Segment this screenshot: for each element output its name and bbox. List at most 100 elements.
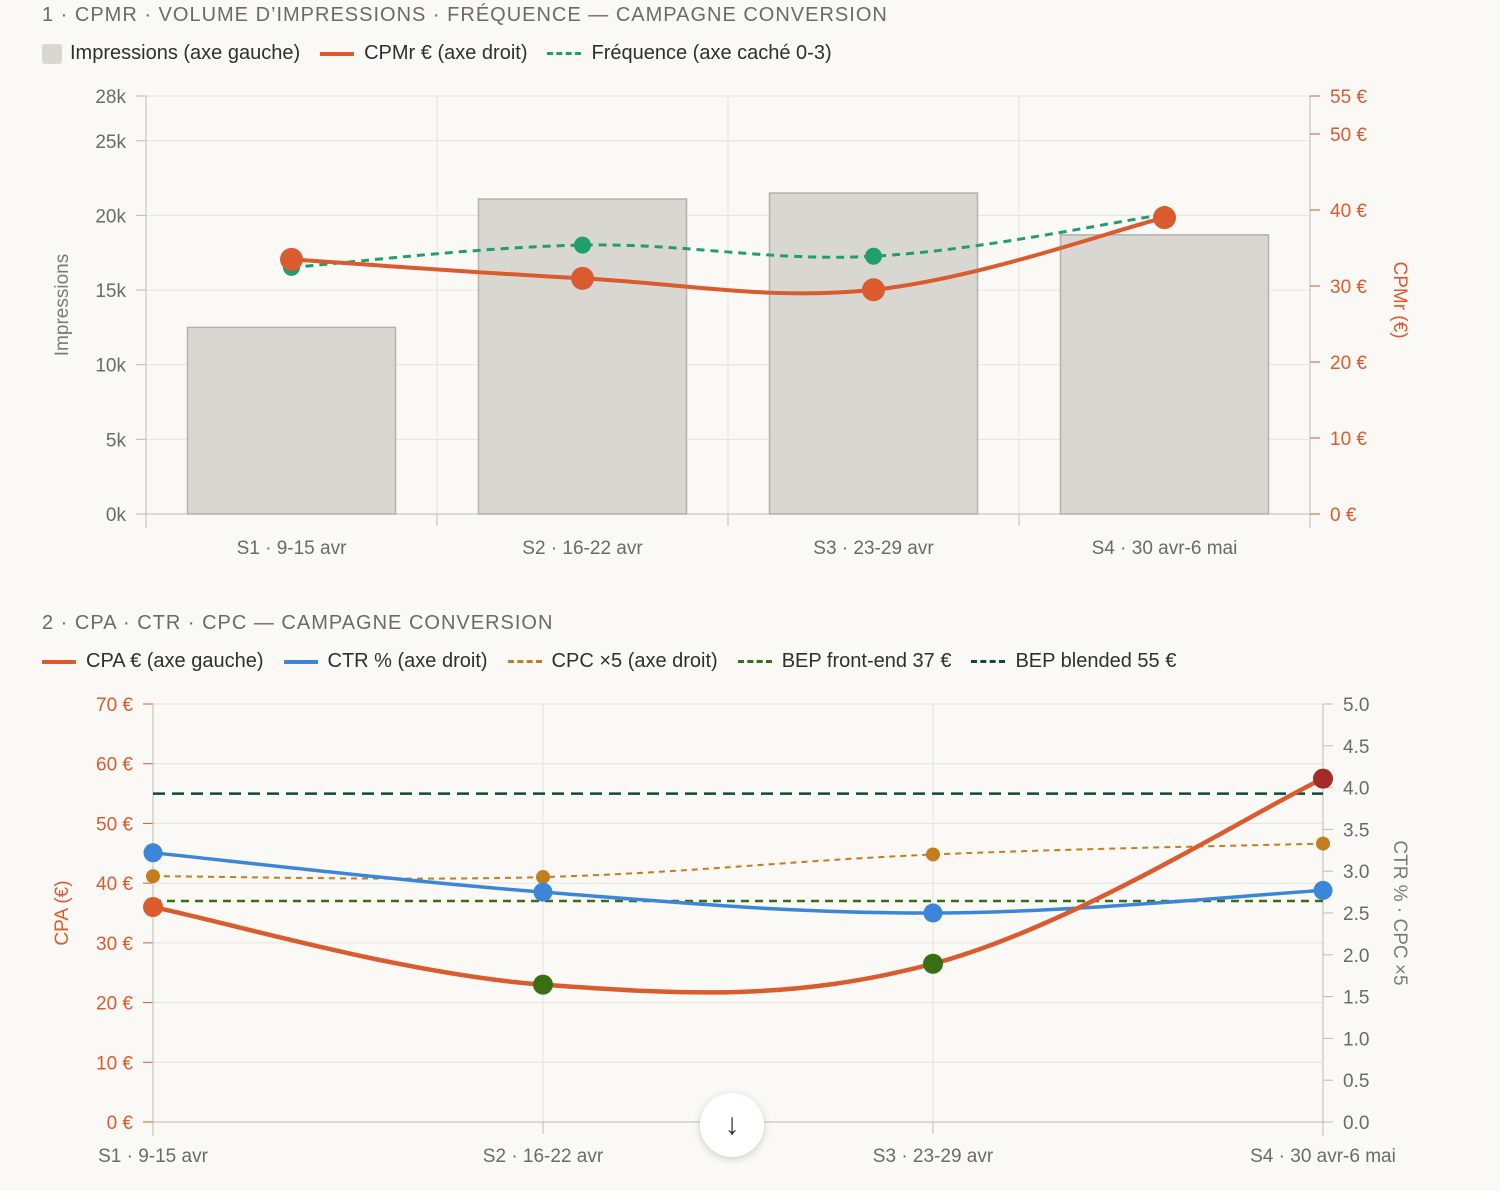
cpa-point	[923, 953, 943, 974]
ctr-line	[152, 851, 1324, 915]
x-tick-label: S4 · 30 avr-6 mai	[1250, 1146, 1396, 1167]
legend-item: CPA € (axe gauche)	[42, 650, 264, 673]
legend-label: CPMr € (axe droit)	[364, 42, 528, 64]
y-tick-label: 5k	[106, 430, 127, 451]
y-tick-label: 10k	[95, 356, 126, 377]
legend-label: CTR % (axe droit)	[327, 650, 488, 672]
ctr-point	[923, 903, 943, 923]
x-tick-label: S2 · 16-22 avr	[522, 538, 643, 559]
ctr-point	[1313, 880, 1333, 900]
arrow-down-icon: ↓	[724, 1108, 740, 1141]
y-tick-label: 28k	[95, 87, 126, 108]
legend-swatch-line	[971, 660, 1006, 663]
x-tick-label: S3 · 23-29 avr	[813, 538, 934, 559]
x-tick-label: S2 · 16-22 avr	[483, 1146, 604, 1167]
x-tick-label: S3 · 23-29 avr	[873, 1146, 994, 1167]
y2-tick-label: 10 €	[1330, 429, 1367, 450]
y2-tick-label: 0.0	[1343, 1113, 1369, 1134]
frequency-line	[291, 212, 1165, 269]
legend-item: BEP blended 55 €	[971, 650, 1176, 673]
legend-item: Fréquence (axe caché 0-3)	[547, 42, 832, 65]
impressions-bar	[1059, 234, 1270, 515]
cpmr-point	[280, 247, 303, 271]
legend-label: Impressions (axe gauche)	[70, 42, 301, 64]
ctr-point	[533, 882, 553, 902]
frequency-point	[574, 236, 591, 254]
y-tick-label: 40 €	[96, 874, 133, 895]
cpmr-point	[1153, 206, 1176, 230]
y2-tick-label: 2.5	[1343, 904, 1369, 925]
ctr-point	[143, 843, 163, 863]
legend-swatch-line	[737, 660, 772, 663]
y2-tick-label: 40 €	[1330, 201, 1367, 222]
cpc-point	[146, 869, 160, 884]
y-tick-label: 20k	[95, 206, 126, 227]
x-tick-label: S1 · 9-15 avr	[237, 538, 347, 559]
frequency-point	[865, 247, 882, 265]
cpc-point	[926, 847, 940, 862]
y-tick-label: 30 €	[96, 934, 133, 955]
scroll-down-button[interactable]: ↓	[700, 1093, 764, 1157]
chart1-legend: Impressions (axe gauche) CPMr € (axe droi…	[42, 42, 852, 65]
legend-label: CPA € (axe gauche)	[86, 650, 264, 672]
legend-swatch-line	[320, 51, 355, 56]
legend-item: CPC ×5 (axe droit)	[507, 650, 718, 673]
y-tick-label: 25k	[95, 132, 126, 153]
legend-label: CPC ×5 (axe droit)	[551, 650, 718, 672]
cpc-point	[536, 870, 550, 885]
impressions-bar	[186, 326, 397, 515]
legend-swatch-line	[283, 659, 318, 664]
chart2-legend: CPA € (axe gauche) CTR % (axe droit) CPC ×…	[42, 650, 1196, 673]
y-tick-label: 0 €	[107, 1113, 134, 1134]
y2-tick-label: 3.0	[1343, 862, 1369, 883]
y2-tick-label: 3.5	[1343, 820, 1369, 841]
y2-tick-label: 20 €	[1330, 353, 1367, 374]
cpa-line	[152, 776, 1324, 995]
y2-axis-title: CTR % · CPC ×5	[1389, 840, 1410, 985]
cpa-point	[1313, 768, 1333, 789]
cpa-point	[533, 974, 553, 995]
x-tick-label: S1 · 9-15 avr	[98, 1146, 208, 1167]
chart2-title: 2 · CPA · CTR · CPC — CAMPAGNE CONVERSIO…	[42, 612, 554, 634]
y-tick-label: 15k	[95, 281, 126, 302]
cpmr-point	[862, 278, 885, 302]
legend-swatch-box	[42, 43, 62, 64]
y-tick-label: 60 €	[96, 755, 133, 776]
y-tick-label: 70 €	[96, 695, 133, 716]
y2-tick-label: 50 €	[1330, 125, 1367, 146]
y2-axis-title: CPMr (€)	[1389, 261, 1410, 338]
cpmr-line	[291, 215, 1165, 296]
y2-tick-label: 0 €	[1330, 505, 1357, 526]
y-axis-title: CPA (€)	[52, 880, 73, 945]
y2-tick-label: 5.0	[1343, 695, 1369, 716]
legend-item: Impressions (axe gauche)	[42, 42, 300, 65]
legend-label: Fréquence (axe caché 0-3)	[591, 42, 832, 64]
y2-tick-label: 1.0	[1343, 1029, 1369, 1050]
cpc-point	[1316, 836, 1330, 851]
legend-item: BEP front-end 37 €	[737, 650, 952, 673]
y-axis-title: Impressions	[52, 254, 73, 356]
cpa-point	[143, 897, 163, 918]
x-tick-label: S4 · 30 avr-6 mai	[1092, 538, 1238, 559]
impressions-bar	[768, 192, 979, 515]
legend-swatch-line	[547, 52, 582, 55]
y2-tick-label: 55 €	[1330, 87, 1367, 108]
legend-label: BEP blended 55 €	[1015, 650, 1177, 672]
chart1-title: 1 · CPMR · VOLUME D’IMPRESSIONS · FRÉQUE…	[42, 4, 888, 26]
y2-tick-label: 0.5	[1343, 1071, 1369, 1092]
y-tick-label: 20 €	[96, 994, 133, 1015]
y2-tick-label: 4.0	[1343, 779, 1369, 800]
legend-label: BEP front-end 37 €	[781, 650, 952, 672]
cpc-line	[152, 842, 1324, 880]
chart1-plot: 0k 5k 10k 15k 20k 25k 28k 0 € 10 € 20 € 30 € 40 € 50…	[52, 87, 1410, 559]
y-tick-label: 10 €	[96, 1053, 133, 1074]
y-tick-label: 0k	[106, 505, 127, 526]
legend-item: CPMr € (axe droit)	[320, 42, 527, 65]
y2-tick-label: 1.5	[1343, 988, 1369, 1009]
y2-tick-label: 30 €	[1330, 277, 1367, 298]
legend-swatch-line	[42, 659, 76, 664]
y2-tick-label: 2.0	[1343, 946, 1369, 967]
y-tick-label: 50 €	[96, 814, 133, 835]
y2-tick-label: 4.5	[1343, 737, 1369, 758]
legend-item: CTR % (axe droit)	[283, 650, 488, 673]
